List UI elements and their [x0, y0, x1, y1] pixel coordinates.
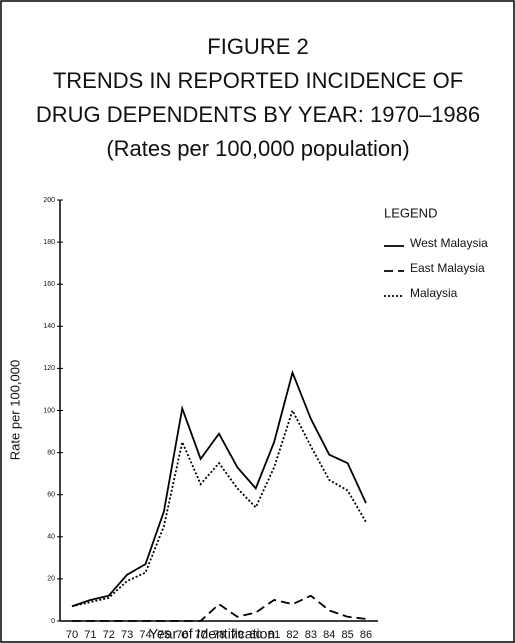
y-tick-label: 0	[51, 618, 55, 625]
y-tick-label: 140	[43, 323, 55, 330]
x-tick-label: 81	[268, 629, 280, 641]
y-tick-label: 180	[43, 239, 55, 246]
y-tick-label: 120	[43, 365, 55, 372]
chart-title: (Rates per 100,000 population)	[106, 136, 409, 161]
x-axis-label: Year of Identification	[149, 626, 275, 642]
chart-title: FIGURE 2	[207, 34, 308, 59]
x-tick-label: 79	[231, 629, 243, 641]
x-tick-label: 74	[139, 629, 151, 641]
x-tick-label: 77	[195, 629, 207, 641]
x-tick-label: 70	[66, 629, 78, 641]
x-tick-label: 76	[176, 629, 188, 641]
y-tick-label: 40	[47, 534, 55, 541]
x-tick-label: 85	[342, 629, 354, 641]
series-line	[71, 408, 367, 608]
y-tick-label: 100	[43, 407, 55, 414]
x-tick-label: 73	[121, 629, 133, 641]
x-tick-label: 78	[213, 629, 225, 641]
y-axis-label: Rate per 100,000	[7, 360, 22, 460]
x-tick-label: 75	[158, 629, 170, 641]
y-tick-label: 60	[47, 492, 55, 499]
y-tick-label: 80	[47, 449, 55, 456]
x-tick-label: 82	[286, 629, 298, 641]
chart-title: DRUG DEPENDENTS BY YEAR: 1970–1986	[36, 102, 480, 127]
x-tick-label: 72	[103, 629, 115, 641]
y-tick-label: 160	[43, 281, 55, 288]
x-tick-label: 83	[305, 629, 317, 641]
x-tick-label: 86	[360, 629, 372, 641]
x-tick-label: 80	[250, 629, 262, 641]
legend-label: East Malaysia	[410, 261, 485, 275]
chart-title: TRENDS IN REPORTED INCIDENCE OF	[53, 68, 463, 93]
x-tick-label: 84	[323, 629, 335, 641]
x-tick-label: 71	[84, 629, 96, 641]
series-line	[72, 594, 367, 622]
legend-title: LEGEND	[384, 205, 437, 220]
legend-label: Malaysia	[410, 286, 458, 300]
y-tick-label: 200	[43, 197, 55, 204]
legend-label: West Malaysia	[410, 236, 488, 250]
series-line	[71, 369, 367, 608]
y-tick-label: 20	[47, 576, 55, 583]
